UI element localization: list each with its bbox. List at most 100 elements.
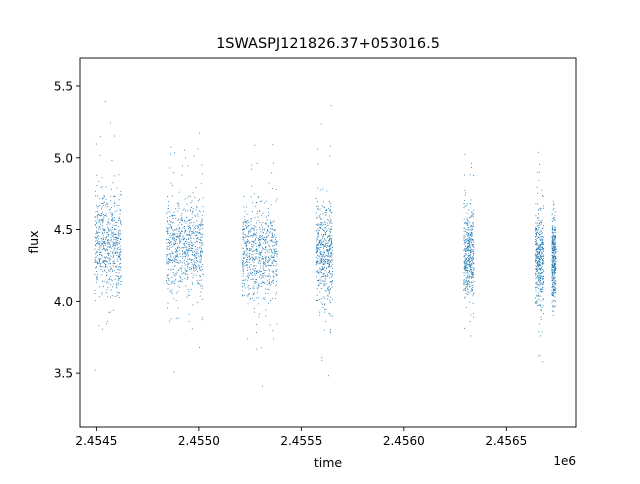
data-point [266,280,268,282]
data-point [250,196,252,198]
data-point [109,311,111,313]
data-point [536,242,537,244]
data-point [104,215,106,217]
data-point [322,254,324,256]
data-point [275,239,276,240]
data-point [272,272,274,274]
data-point [245,255,247,257]
data-point [112,271,113,272]
data-point [177,236,178,238]
data-point [268,252,270,254]
data-point [317,258,319,260]
data-point [324,224,326,225]
data-point [103,280,105,282]
data-point [112,231,114,233]
data-point [470,231,472,233]
data-point [179,247,181,249]
data-point [180,220,182,221]
data-point [167,254,169,256]
data-point [466,267,468,269]
data-point [173,236,175,238]
data-point [553,247,555,248]
data-point [100,213,102,214]
data-point [186,221,188,222]
data-point [465,290,467,292]
data-point [329,313,331,315]
data-point [318,285,320,287]
data-point [98,243,100,245]
data-point [469,301,471,303]
data-point [107,220,109,222]
data-point [541,267,543,268]
data-point [271,263,273,264]
data-point [326,247,328,248]
data-point [317,208,318,210]
data-point [182,250,183,252]
data-point [464,284,466,285]
data-point [465,241,467,243]
data-point [252,258,254,260]
data-point [552,235,554,236]
data-point [317,232,319,234]
data-point [244,251,246,253]
data-point [329,255,331,257]
data-point [173,268,175,270]
data-point [554,257,556,259]
data-point [539,274,541,276]
data-point [197,213,198,215]
data-point [467,270,469,271]
data-point [553,294,554,296]
data-point [103,194,105,196]
data-point [323,240,325,242]
data-point [105,265,107,267]
data-point [329,215,331,217]
data-point [110,276,112,277]
data-point [249,248,250,249]
data-point [196,225,198,227]
data-point [535,239,537,240]
data-point [97,235,99,236]
data-point [535,297,536,299]
data-point [539,283,541,285]
data-point [271,233,273,235]
data-point [536,243,538,245]
data-point [171,227,172,228]
data-point [542,261,543,263]
data-point [188,220,190,221]
data-point [471,258,472,259]
data-point [243,254,245,256]
data-point [464,227,465,229]
data-point [553,283,555,285]
data-point [101,292,103,294]
data-point [536,255,538,257]
data-point [106,261,108,263]
data-point [193,222,195,224]
data-point [553,278,555,280]
data-point [273,279,275,281]
data-point [175,229,177,231]
data-point [316,247,317,249]
data-point [326,249,327,251]
data-point [102,222,104,224]
data-point [272,228,273,230]
data-point [555,258,557,260]
data-point [320,224,322,226]
data-point [321,258,322,260]
data-point [472,287,474,288]
data-point [178,191,180,193]
data-point [116,222,118,223]
data-point [109,209,110,211]
data-point [184,230,186,232]
data-point [194,226,195,228]
data-point [320,251,322,252]
data-point [541,247,543,248]
data-point [468,246,470,248]
data-point [113,242,115,244]
data-point [539,258,541,260]
data-point [470,276,471,278]
data-point [465,269,467,271]
data-point [472,214,474,216]
data-point [258,239,259,241]
data-point [324,275,326,277]
data-point [116,291,118,293]
